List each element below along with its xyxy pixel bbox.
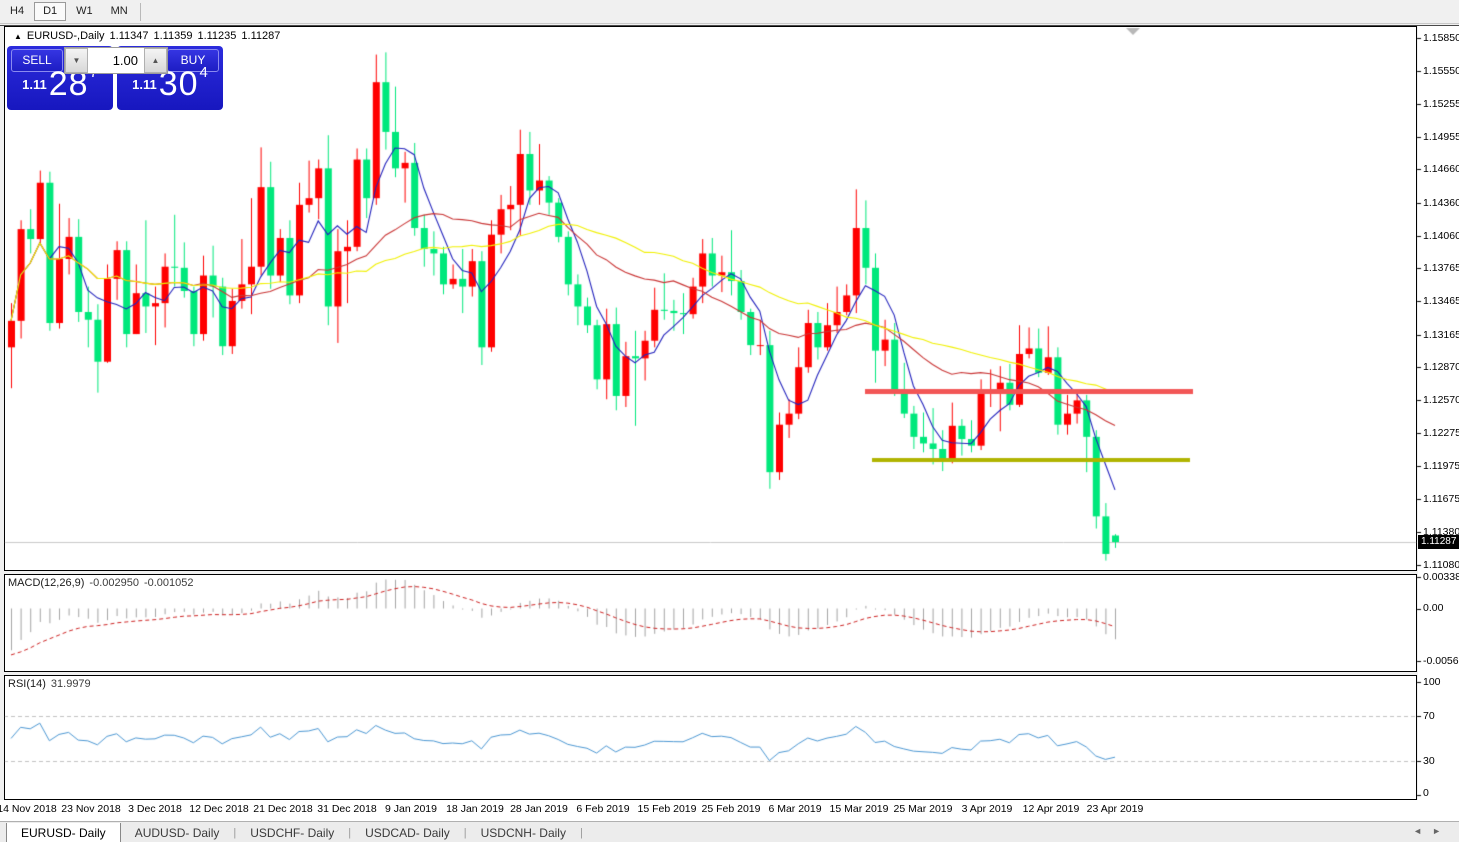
date-axis[interactable]: 14 Nov 2018 23 Nov 2018 3 Dec 2018 12 Dec 2…	[0, 800, 1459, 821]
price-axis-label: 1.15255	[1423, 97, 1459, 110]
date-axis-label: 12 Dec 2018	[189, 803, 249, 815]
tab-separator: |	[463, 827, 467, 839]
date-axis-label: 3 Dec 2018	[128, 803, 182, 815]
chart-title-row: ▲ EURUSD-,Daily 1.11347 1.11359 1.11235 1.112…	[14, 30, 285, 42]
tab-separator: |	[233, 827, 237, 839]
tab-usdchf-daily[interactable]: USDCHF- Daily	[250, 826, 335, 840]
tab-eurusd-daily[interactable]: EURUSD- Daily	[6, 823, 121, 842]
price-axis-label: 1.11975	[1423, 460, 1459, 473]
price-axis-label: 1.13765	[1423, 262, 1459, 275]
timeframe-d1[interactable]: D1	[34, 2, 67, 21]
current-price-tag: 1.11287	[1418, 535, 1459, 549]
timeframe-mn[interactable]: MN	[110, 5, 128, 17]
date-axis-label: 31 Dec 2018	[317, 803, 377, 815]
rsi-axis-70: 70	[1423, 710, 1435, 722]
tab-usdcnh-daily[interactable]: USDCNH- Daily	[480, 826, 566, 840]
rsi-label: RSI(14) 31.9979	[8, 678, 91, 690]
date-axis-label: 28 Jan 2019	[510, 803, 568, 815]
buy-price-pip: 4	[199, 64, 208, 81]
timeframe-h4[interactable]: H4	[10, 5, 25, 17]
date-axis-label: 15 Mar 2019	[829, 803, 889, 815]
toolbar-divider	[139, 2, 141, 21]
volume-decrease-button[interactable]: ▼	[65, 48, 88, 73]
ohlc-low: 1.11235	[197, 30, 237, 42]
rsi-name: RSI(14)	[8, 678, 46, 690]
ohlc-close: 1.11287	[241, 30, 281, 42]
price-axis-label: 1.12570	[1423, 394, 1459, 407]
price-axis-label: 1.14060	[1423, 229, 1459, 242]
price-axis-label: 1.13465	[1423, 295, 1459, 308]
price-axis-label: 1.14660	[1423, 163, 1459, 176]
tab-scroll-right-icon[interactable]: ►	[1432, 826, 1451, 836]
tab-audusd-daily[interactable]: AUDUSD- Daily	[134, 826, 220, 840]
price-axis-label: 1.13165	[1423, 328, 1459, 341]
macd-axis-zero: 0.00	[1423, 602, 1444, 614]
macd-label: MACD(12,26,9) -0.002950 -0.001052	[8, 577, 194, 589]
volume-input[interactable]	[88, 48, 144, 73]
price-axis-label: 1.11080	[1423, 558, 1459, 571]
ohlc-open: 1.11347	[109, 30, 149, 42]
chart-tab-bar: EURUSD- Daily AUDUSD- Daily | USDCHF- Da…	[0, 821, 1459, 842]
rsi-axis-100: 100	[1423, 676, 1441, 688]
rsi-axis-30: 30	[1423, 755, 1435, 767]
date-axis-label: 12 Apr 2019	[1022, 803, 1080, 815]
price-axis-label: 1.12275	[1423, 426, 1459, 439]
volume-spinner: ▼ ▲	[64, 47, 168, 74]
macd-axis-min: -0.005663	[1423, 655, 1459, 667]
ohlc-high: 1.11359	[153, 30, 193, 42]
date-axis-label: 9 Jan 2019	[385, 803, 437, 815]
macd-value-signal: -0.001052	[143, 577, 194, 589]
date-axis-label: 6 Feb 2019	[576, 803, 630, 815]
date-axis-label: 21 Dec 2018	[253, 803, 313, 815]
macd-value-main: -0.002950	[89, 577, 139, 589]
timeframe-toolbar: H4 D1 W1 MN	[0, 0, 1459, 24]
one-click-trading-panel: SELL 1.11287 BUY 1.11304 ▼ ▲	[7, 46, 223, 110]
macd-indicator-panel[interactable]	[4, 574, 1417, 672]
macd-axis-max: 0.003383	[1423, 571, 1459, 583]
date-axis-label: 3 Apr 2019	[961, 803, 1013, 815]
price-axis-label: 1.11675	[1423, 493, 1459, 506]
date-axis-label: 23 Apr 2019	[1086, 803, 1144, 815]
date-axis-label: 14 Nov 2018	[0, 803, 57, 815]
date-axis-label: 18 Jan 2019	[446, 803, 504, 815]
price-axis-label: 1.15550	[1423, 65, 1459, 78]
rsi-indicator-panel[interactable]	[4, 675, 1417, 800]
rsi-axis-0: 0	[1423, 787, 1429, 799]
price-axis-label: 1.12870	[1423, 361, 1459, 374]
macd-name: MACD(12,26,9)	[8, 577, 85, 589]
date-axis-label: 23 Nov 2018	[61, 803, 121, 815]
trade-panel-collapse-icon[interactable]: ▲	[14, 32, 22, 41]
price-axis-label: 1.15850	[1423, 32, 1459, 44]
volume-increase-button[interactable]: ▲	[144, 48, 167, 73]
tab-separator: |	[348, 827, 352, 839]
price-axis-label: 1.14955	[1423, 130, 1459, 143]
date-axis-label: 15 Feb 2019	[637, 803, 697, 815]
rsi-value: 31.9979	[50, 678, 91, 690]
date-axis-label: 25 Feb 2019	[701, 803, 761, 815]
price-axis-label: 1.14360	[1423, 196, 1459, 209]
tab-scroll-arrows[interactable]: ◄►	[1413, 826, 1451, 836]
tab-scroll-left-icon[interactable]: ◄	[1413, 826, 1433, 836]
date-axis-label: 6 Mar 2019	[768, 803, 822, 815]
tab-usdcad-daily[interactable]: USDCAD- Daily	[365, 826, 450, 840]
buy-price-prefix: 1.11	[132, 77, 157, 92]
chart-symbol-title: EURUSD-,Daily	[26, 30, 105, 42]
sell-price-prefix: 1.11	[22, 77, 47, 92]
timeframe-w1[interactable]: W1	[76, 5, 93, 17]
tab-separator: |	[579, 827, 583, 839]
date-axis-label: 25 Mar 2019	[893, 803, 953, 815]
